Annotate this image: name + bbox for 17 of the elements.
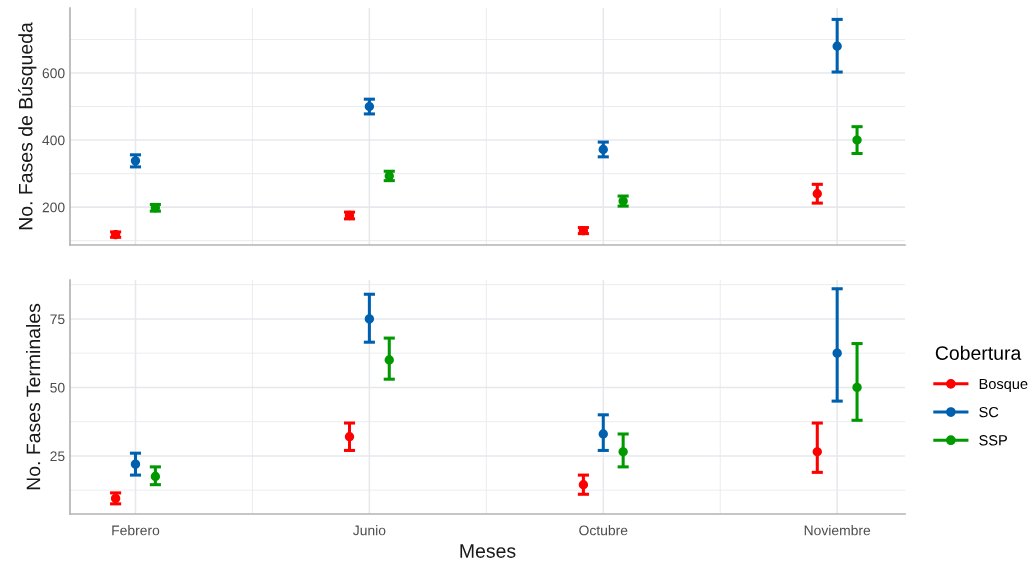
- x-tick-label: Octubre: [579, 525, 628, 536]
- y-tick-label: 75: [50, 314, 65, 325]
- y-axis-title: No. Fases Terminales: [26, 303, 41, 490]
- y-tick-label: 400: [42, 135, 65, 146]
- x-tick-label: Junio: [353, 525, 386, 536]
- y-tick-label: 25: [50, 451, 65, 462]
- y-tick-label: 200: [42, 202, 65, 213]
- legend-label: Bosque: [979, 378, 1028, 392]
- y-tick-label: 50: [50, 382, 65, 393]
- x-tick-label: Noviembre: [804, 525, 871, 536]
- x-tick-label: Febrero: [112, 525, 160, 536]
- legend-title: Cobertura: [935, 345, 1022, 360]
- legend-label: SSP: [979, 435, 1007, 446]
- legend-label: SC: [979, 406, 999, 418]
- x-axis-title: Meses: [460, 544, 516, 558]
- y-axis-title: No. Fases de Búsqueda: [18, 22, 37, 230]
- y-tick-label: 600: [42, 68, 65, 79]
